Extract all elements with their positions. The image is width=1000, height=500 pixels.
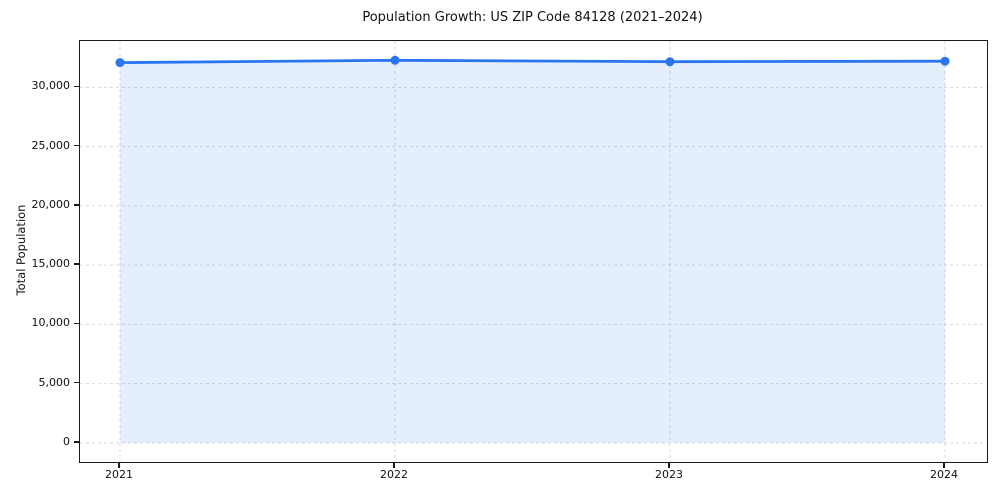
y-axis-label: Total Population <box>14 204 28 296</box>
y-tick-label: 30,000 <box>31 79 71 93</box>
x-tick-label: 2021 <box>105 468 133 481</box>
y-tick-mark <box>74 381 79 384</box>
y-tick-label: 5,000 <box>38 375 71 389</box>
y-tick-label: 10,000 <box>31 316 71 330</box>
y-tick-label: 0 <box>63 434 70 448</box>
y-tick-label: 15,000 <box>31 257 71 271</box>
y-tick-mark <box>74 85 79 88</box>
area-fill <box>120 60 945 443</box>
y-tick-mark <box>74 204 79 206</box>
data-point-2023 <box>665 57 675 67</box>
y-tick-mark <box>74 144 79 147</box>
line-chart-canvas <box>80 41 987 462</box>
plot-area <box>79 40 988 463</box>
x-tick-mark <box>393 462 395 468</box>
x-tick-label: 2023 <box>655 468 683 481</box>
data-point-2024 <box>940 56 950 66</box>
x-tick-mark <box>118 462 120 468</box>
chart-title: Population Growth: US ZIP Code 84128 (20… <box>362 10 703 25</box>
data-point-2021 <box>115 58 125 68</box>
x-tick-label: 2022 <box>380 468 408 481</box>
x-tick-label: 2024 <box>930 468 958 481</box>
y-tick-mark <box>74 441 79 443</box>
y-tick-mark <box>74 263 79 265</box>
y-tick-mark <box>74 322 79 325</box>
x-tick-mark <box>943 462 945 468</box>
y-tick-label: 20,000 <box>31 197 71 211</box>
y-tick-label: 25,000 <box>31 138 71 152</box>
x-tick-mark <box>668 462 670 468</box>
data-point-2022 <box>390 55 400 65</box>
population-line <box>118 58 947 65</box>
